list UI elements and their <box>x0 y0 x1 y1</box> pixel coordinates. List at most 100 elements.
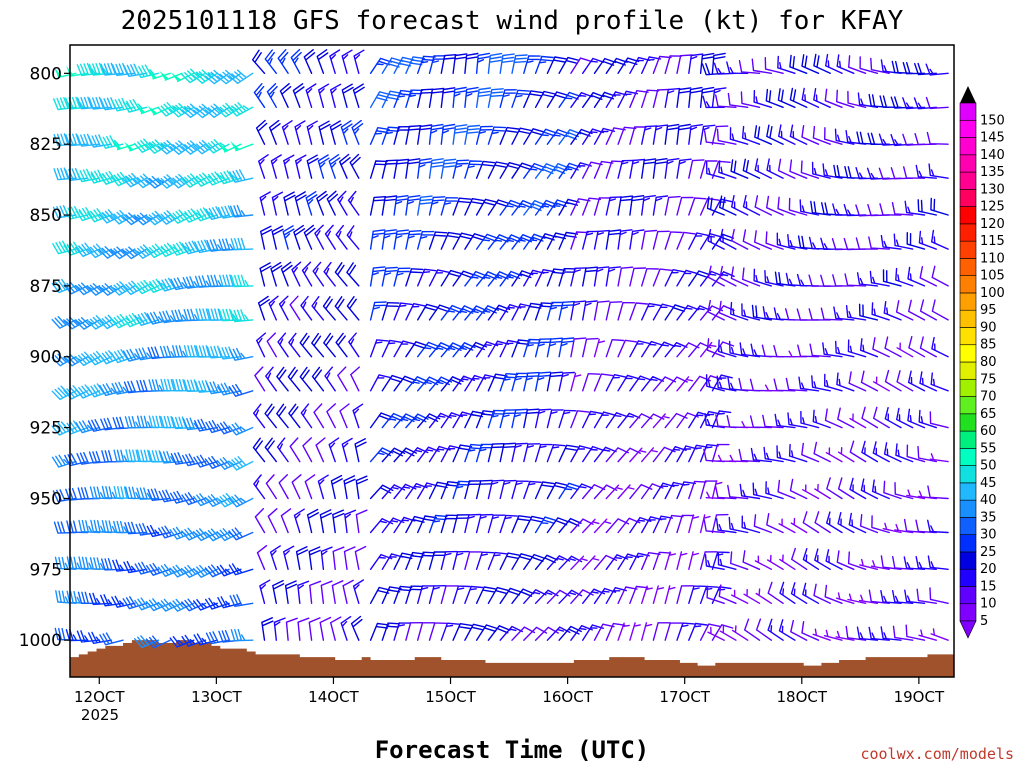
barb-staff <box>452 585 471 604</box>
colorbar-swatch <box>959 119 977 138</box>
wind-barb <box>824 584 843 604</box>
barb-staff <box>76 452 101 465</box>
barb-staff <box>729 127 749 145</box>
barb-staff <box>777 158 796 179</box>
wind-barb <box>744 618 761 641</box>
wind-barb <box>475 198 498 216</box>
barb-staff <box>742 229 761 250</box>
wind-barb <box>534 55 554 74</box>
barb-staff <box>534 408 552 429</box>
wind-barb <box>664 87 681 108</box>
barb-staff <box>135 522 160 536</box>
barb-staff <box>534 55 554 74</box>
wind-barb <box>738 448 761 463</box>
wind-barb <box>51 421 77 436</box>
barb-staff <box>308 546 321 570</box>
wind-barb <box>534 338 552 358</box>
wind-barb <box>605 484 623 500</box>
wind-barb <box>753 268 772 287</box>
barb-staff <box>294 120 306 145</box>
wind-barb <box>193 633 218 646</box>
barb-staff <box>417 585 435 604</box>
wind-barb <box>230 140 254 152</box>
wind-barb <box>801 442 820 463</box>
wind-barb <box>181 634 207 647</box>
wind-barb <box>779 554 796 570</box>
barb-staff <box>558 91 581 108</box>
wind-barb <box>629 229 645 250</box>
barb-staff <box>593 229 610 250</box>
barb-staff <box>676 54 693 74</box>
barb-staff <box>523 128 545 145</box>
wind-barb <box>742 267 761 287</box>
barb-staff <box>440 123 456 145</box>
wind-barb <box>464 86 479 108</box>
barb-staff <box>101 520 124 534</box>
wind-barb <box>834 128 855 145</box>
wind-barb <box>135 103 160 115</box>
wind-barb <box>927 485 949 500</box>
colorbar-label: 110 <box>980 251 1005 266</box>
barb-staff <box>475 624 498 641</box>
wind-barb <box>205 597 230 610</box>
barb-staff <box>219 274 242 287</box>
barb-staff <box>652 413 670 429</box>
wind-barb <box>125 486 148 500</box>
wind-barb <box>499 89 517 108</box>
colorbar-label: 5 <box>980 614 988 629</box>
barb-staff <box>101 485 124 500</box>
barb-staff <box>605 196 623 216</box>
barb-staff <box>688 197 707 216</box>
barb-staff <box>475 160 496 179</box>
wind-barb <box>546 517 570 534</box>
wind-barb <box>172 345 195 358</box>
barb-staff <box>778 518 796 534</box>
wind-barb <box>617 301 636 321</box>
barb-staff <box>511 54 528 74</box>
barb-staff <box>822 163 843 179</box>
barb-staff <box>789 124 808 145</box>
barb-staff <box>845 305 867 321</box>
barb-staff <box>754 158 772 179</box>
wind-barb <box>641 89 660 108</box>
barb-staff <box>511 515 531 534</box>
barb-staff <box>417 124 433 145</box>
wind-barb <box>558 91 581 108</box>
wind-barb <box>546 626 571 641</box>
wind-barb <box>754 195 772 216</box>
barb-staff <box>835 630 855 641</box>
barb-staff <box>706 161 725 179</box>
wind-barb <box>848 371 867 392</box>
wind-barb <box>688 585 706 604</box>
wind-barb <box>299 366 313 392</box>
barb-staff <box>802 548 820 570</box>
wind-barb <box>100 594 124 607</box>
barb-staff <box>229 347 254 361</box>
wind-barb <box>335 224 348 250</box>
barb-staff <box>629 483 653 500</box>
barb-staff <box>824 127 843 145</box>
wind-barb <box>300 295 313 321</box>
wind-barb <box>629 267 647 287</box>
wind-barb <box>705 374 725 392</box>
wind-barb <box>676 196 694 216</box>
barb-staff <box>288 403 301 429</box>
wind-barb <box>291 261 302 287</box>
barb-staff <box>259 262 272 287</box>
barb-staff <box>134 561 160 575</box>
wind-barb <box>146 524 171 538</box>
barb-staff <box>206 381 230 395</box>
barb-staff <box>831 238 855 251</box>
wind-barb <box>711 624 734 641</box>
wind-barb <box>593 197 612 216</box>
wind-barb <box>883 442 902 463</box>
colorbar-swatch <box>959 258 977 276</box>
wind-barb <box>652 268 672 287</box>
wind-barb <box>676 304 700 321</box>
wind-barb <box>704 413 725 429</box>
barb-staff <box>123 380 148 394</box>
wind-barb <box>593 229 610 250</box>
wind-barb <box>112 416 136 430</box>
wind-barb <box>193 599 218 611</box>
wind-barb <box>906 232 926 250</box>
